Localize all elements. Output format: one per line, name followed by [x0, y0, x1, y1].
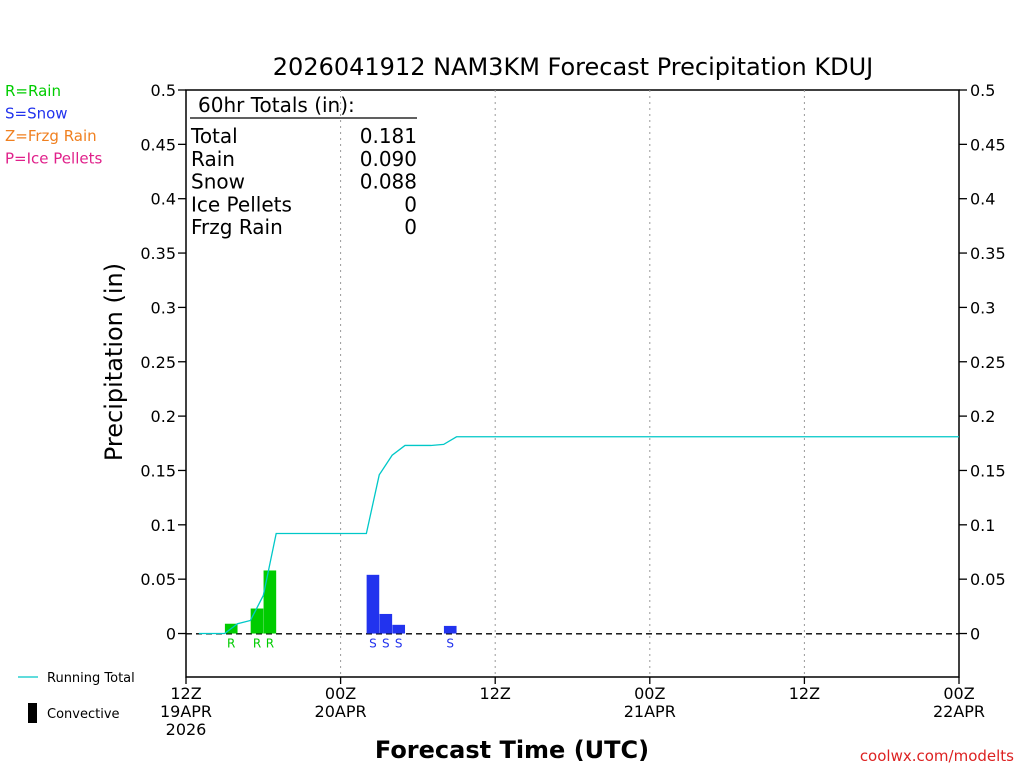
x-tick-label: 20APR — [315, 702, 367, 721]
bar-type-label: S — [446, 637, 454, 651]
totals-row-value: 0.181 — [360, 124, 417, 148]
bar-type-label: S — [369, 637, 377, 651]
totals-row-value: 0.088 — [360, 170, 417, 194]
y-axis-label: Precipitation (in) — [100, 263, 128, 461]
totals-box: 60hr Totals (in): Total 0.181 Rain 0.090 Sno… — [190, 93, 417, 239]
running-total-line — [198, 436, 959, 635]
legend-Z-label: Z=Frzg Rain — [5, 127, 97, 145]
y-tick-label-left: 0.1 — [151, 516, 176, 535]
legend-S-label: S=Snow — [5, 105, 68, 123]
type-legend: R=Rain S=Snow Z=Frzg Rain P=Ice Pellets — [5, 82, 102, 168]
totals-row-label: Total — [190, 124, 238, 148]
y-tick-label-left: 0.5 — [151, 81, 176, 100]
y-tick-label-left: 0.4 — [151, 190, 176, 209]
totals-heading: 60hr Totals (in): — [198, 93, 355, 117]
bar-type-label: S — [395, 637, 403, 651]
credit-text: coolwx.com/modelts — [860, 747, 1014, 765]
x-tick-label: 2026 — [166, 720, 207, 739]
bar-type-label: R — [227, 637, 235, 651]
y-tick-label-right: 0.2 — [970, 407, 995, 426]
bar-type-label: S — [382, 637, 390, 651]
grid-lines — [340, 90, 805, 677]
x-tick-label: 12Z — [789, 684, 820, 703]
x-tick-label: 00Z — [325, 684, 356, 703]
chart-title: 2026041912 NAM3KM Forecast Precipitation… — [273, 53, 873, 81]
y-tick-label-right: 0.45 — [970, 135, 1006, 154]
x-axis-label: Forecast Time (UTC) — [375, 736, 649, 764]
y-tick-label-right: 0 — [970, 625, 980, 644]
totals-row-label: Ice Pellets — [191, 192, 292, 216]
running-total-legend-label: Running Total — [47, 671, 135, 686]
y-tick-label-right: 0.1 — [970, 516, 995, 535]
bar-type-label: R — [253, 637, 261, 651]
y-tick-label-left: 0.2 — [151, 407, 176, 426]
plot-frame — [185, 89, 960, 678]
y-tick-label-left: 0.35 — [140, 244, 176, 263]
totals-row-label: Snow — [191, 170, 245, 194]
precip-bar — [379, 613, 393, 634]
precip-bar — [250, 608, 264, 634]
y-tick-label-left: 0.05 — [140, 570, 176, 589]
y-tick-label-right: 0.15 — [970, 461, 1006, 480]
x-tick-label: 19APR — [160, 702, 212, 721]
y-axis-right: 0.5 0.45 0.4 0.35 0.3 0.25 0.2 0.15 0.1 0.05 0 — [959, 81, 1006, 644]
y-axis-left: 0.5 0.45 0.4 0.35 0.3 0.25 0.2 0.15 0.1 0.05 0 — [140, 81, 186, 644]
y-tick-label-right: 0.35 — [970, 244, 1006, 263]
y-tick-label-right: 0.5 — [970, 81, 995, 100]
legend-R-label: R=Rain — [5, 82, 61, 100]
y-tick-label-right: 0.3 — [970, 298, 995, 317]
y-tick-label-left: 0.25 — [140, 353, 176, 372]
totals-row-label: Rain — [191, 147, 235, 171]
x-tick-label: 12Z — [480, 684, 511, 703]
x-tick-label: 21APR — [624, 702, 676, 721]
x-tick-label: 00Z — [634, 684, 665, 703]
y-tick-label-left: 0 — [166, 625, 176, 644]
y-tick-label-left: 0.15 — [140, 461, 176, 480]
y-tick-label-right: 0.25 — [970, 353, 1006, 372]
legend-P-label: P=Ice Pellets — [5, 150, 102, 168]
y-tick-label-right: 0.4 — [970, 190, 995, 209]
totals-row-value: 0 — [404, 215, 417, 239]
x-tick-label: 00Z — [943, 684, 974, 703]
precip-bar — [443, 625, 457, 634]
y-tick-label-right: 0.05 — [970, 570, 1006, 589]
y-tick-label-left: 0.3 — [151, 298, 176, 317]
x-tick-label: 22APR — [933, 702, 985, 721]
totals-row-value: 0.090 — [360, 147, 417, 171]
precip-bar — [392, 624, 406, 634]
convective-legend-swatch — [28, 703, 37, 723]
totals-row-label: Frzg Rain — [191, 215, 283, 239]
x-tick-label: 12Z — [170, 684, 201, 703]
bar-type-label: R — [266, 637, 274, 651]
convective-legend-label: Convective — [47, 707, 120, 722]
y-tick-label-left: 0.45 — [140, 135, 176, 154]
precip-bar — [366, 574, 380, 634]
totals-row-value: 0 — [404, 192, 417, 216]
precip-bar — [263, 570, 277, 634]
